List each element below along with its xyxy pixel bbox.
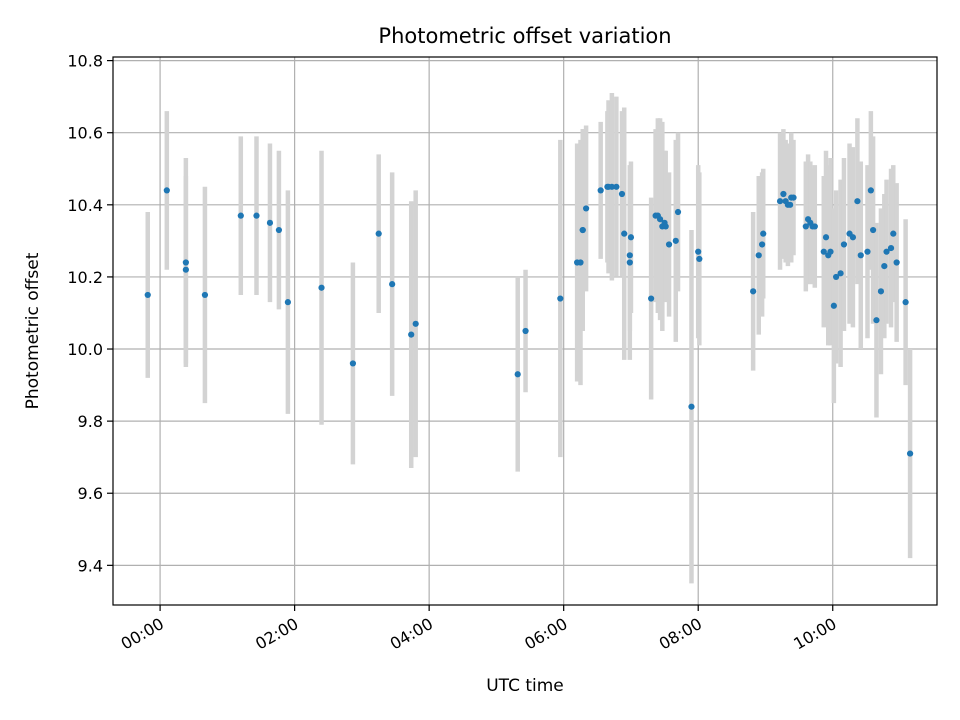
data-point (695, 248, 702, 255)
y-axis-label: Photometric offset (23, 252, 43, 409)
data-point (582, 205, 590, 212)
data-point (820, 248, 827, 255)
data-point (833, 273, 840, 281)
data-point (318, 284, 325, 291)
data-point (522, 327, 529, 335)
data-point (902, 299, 909, 306)
data-point (672, 237, 679, 244)
data-point (514, 371, 521, 378)
data-point (237, 212, 244, 219)
data-point (626, 259, 633, 266)
data-points (144, 183, 914, 457)
data-point (674, 208, 682, 216)
y-tick-label: 9.8 (78, 412, 103, 431)
data-point (849, 234, 857, 241)
data-point (656, 216, 664, 223)
data-point (626, 252, 633, 259)
x-axis-label: UTC time (486, 676, 564, 696)
data-point (389, 281, 396, 288)
data-point (613, 183, 620, 190)
data-point (822, 234, 830, 241)
data-point (597, 187, 604, 194)
y-tick-label: 10.0 (67, 340, 103, 359)
data-point (579, 226, 586, 234)
data-point (837, 270, 844, 277)
data-point (577, 259, 584, 266)
data-point (144, 291, 151, 299)
plot-frame (112, 56, 938, 606)
data-point (759, 241, 766, 248)
data-point (688, 403, 695, 410)
data-point (627, 234, 635, 241)
data-point (787, 201, 794, 208)
data-point (412, 320, 419, 327)
data-point (608, 183, 615, 190)
data-point (869, 226, 877, 234)
data-point (253, 212, 260, 219)
data-point (750, 288, 757, 295)
y-axis-ticks: 9.4 9.6 9.8 10.0 10.2 10.4 10.6 10.8 (67, 52, 113, 575)
data-point (893, 259, 900, 266)
data-point (867, 187, 874, 194)
data-point (618, 190, 626, 198)
data-point (621, 230, 628, 237)
data-point (648, 295, 655, 302)
data-point (890, 230, 897, 237)
data-point (408, 331, 415, 338)
data-point (854, 198, 861, 205)
data-point (665, 241, 673, 248)
data-point (163, 187, 170, 194)
data-point (349, 360, 357, 367)
data-point (375, 230, 382, 237)
data-point (873, 317, 880, 324)
data-point (906, 450, 914, 457)
data-point (275, 226, 283, 234)
data-point (284, 299, 291, 306)
data-point (881, 263, 888, 270)
data-point (755, 252, 762, 259)
data-point (776, 198, 784, 205)
data-point (877, 288, 885, 295)
y-tick-label: 10.2 (67, 268, 103, 287)
y-tick-label: 10.4 (67, 196, 103, 215)
data-point (887, 244, 895, 252)
chart-title: Photometric offset variation (378, 24, 671, 48)
y-tick-label: 9.4 (78, 556, 103, 575)
data-point (266, 219, 274, 226)
data-point (802, 223, 809, 230)
data-point (662, 223, 669, 230)
y-tick-label: 9.6 (78, 484, 103, 503)
data-point (830, 302, 837, 309)
data-point (780, 190, 787, 198)
data-point (182, 259, 189, 266)
data-point (182, 266, 189, 273)
data-point (760, 230, 767, 237)
data-point (883, 248, 890, 255)
y-tick-label: 10.8 (67, 52, 103, 71)
data-point (864, 248, 871, 255)
data-point (811, 223, 818, 230)
data-point (557, 295, 564, 302)
data-point (857, 252, 864, 259)
data-point (696, 255, 703, 262)
data-point (790, 194, 797, 201)
data-point (827, 248, 834, 255)
data-point (201, 291, 209, 299)
data-point (840, 241, 848, 248)
y-tick-label: 10.6 (67, 124, 103, 143)
